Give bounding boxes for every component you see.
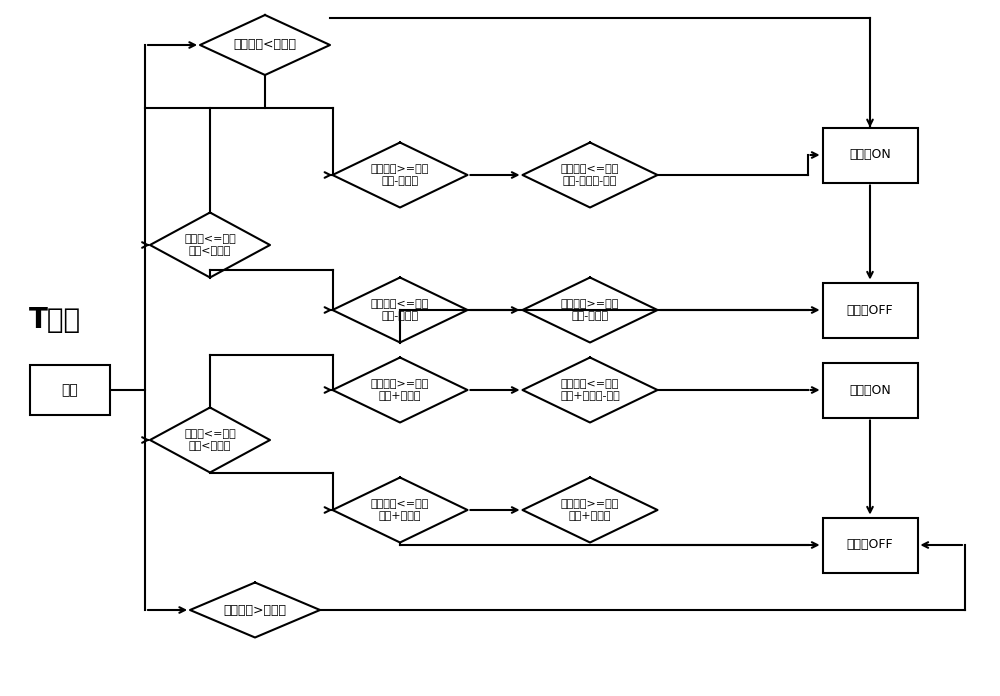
Text: 当前温度<=温度
设定+高偏差-回差: 当前温度<=温度 设定+高偏差-回差 xyxy=(560,379,620,401)
Bar xyxy=(822,518,918,573)
Text: 当前温度<=温度
设定-低偏差-回差: 当前温度<=温度 设定-低偏差-回差 xyxy=(561,164,619,186)
Text: 开关量ON: 开关量ON xyxy=(849,383,891,397)
Polygon shape xyxy=(332,477,468,542)
Bar xyxy=(822,127,918,182)
Text: 开始: 开始 xyxy=(62,383,78,397)
Polygon shape xyxy=(522,358,658,422)
Polygon shape xyxy=(200,15,330,75)
Text: 开关量OFF: 开关量OFF xyxy=(847,539,893,551)
Text: 当前温度>=温度
设定-低偏差: 当前温度>=温度 设定-低偏差 xyxy=(371,164,429,186)
Text: 开关量OFF: 开关量OFF xyxy=(847,303,893,317)
Text: 当前温度<范围低: 当前温度<范围低 xyxy=(234,38,296,52)
Text: 开关量ON: 开关量ON xyxy=(849,148,891,161)
Polygon shape xyxy=(190,583,320,638)
Polygon shape xyxy=(150,212,270,278)
Polygon shape xyxy=(522,143,658,207)
Polygon shape xyxy=(332,143,468,207)
Text: 当前温度>=温度
设定+高偏差: 当前温度>=温度 设定+高偏差 xyxy=(561,499,619,521)
Polygon shape xyxy=(332,278,468,342)
Bar xyxy=(30,365,110,415)
Text: 当前温度<=温度
设定+高偏差: 当前温度<=温度 设定+高偏差 xyxy=(371,499,429,521)
Text: 当前温度>=温度
设定+高偏差: 当前温度>=温度 设定+高偏差 xyxy=(371,379,429,401)
Polygon shape xyxy=(522,477,658,542)
Polygon shape xyxy=(332,358,468,422)
Text: 当前温度>=温度
设定-低偏差: 当前温度>=温度 设定-低偏差 xyxy=(561,299,619,321)
Bar xyxy=(822,363,918,418)
Text: 当前温度<=温度
设定-低偏差: 当前温度<=温度 设定-低偏差 xyxy=(371,299,429,321)
Text: 当前温度>范围高: 当前温度>范围高 xyxy=(224,603,287,617)
Text: 范围中<=当前
温度<范围高: 范围中<=当前 温度<范围高 xyxy=(184,429,236,451)
Polygon shape xyxy=(522,278,658,342)
Bar xyxy=(822,283,918,338)
Text: 范围低<=当前
温度<范围中: 范围低<=当前 温度<范围中 xyxy=(184,234,236,256)
Polygon shape xyxy=(150,407,270,473)
Text: T设置: T设置 xyxy=(29,306,81,334)
